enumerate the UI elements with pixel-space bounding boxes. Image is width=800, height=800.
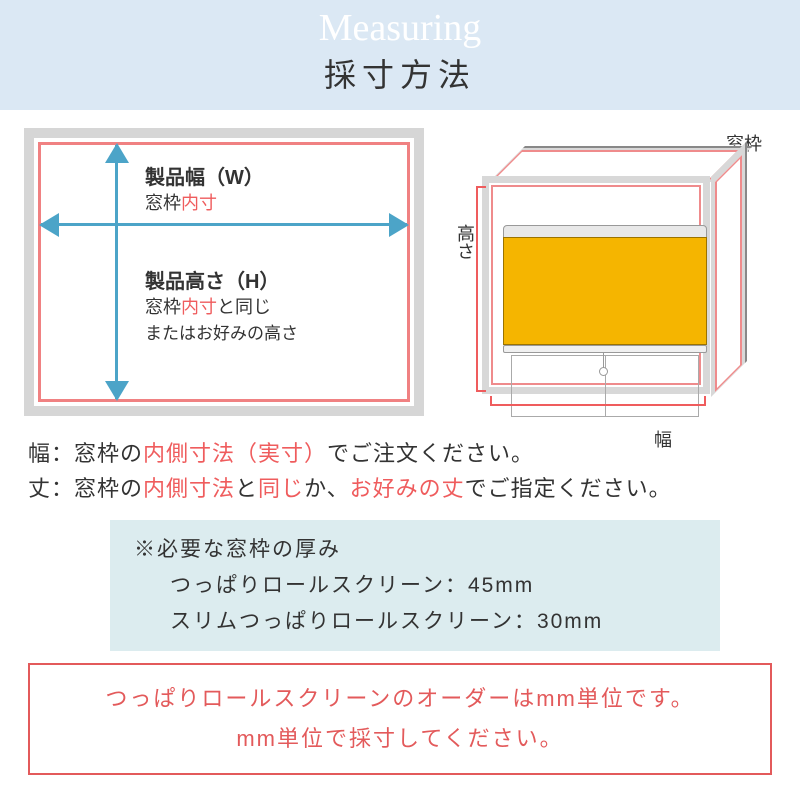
thickness-title: ※必要な窓枠の厚み xyxy=(134,532,696,568)
product-height-sub2: またはお好みの高さ xyxy=(145,319,298,344)
width-arrow-icon xyxy=(41,223,407,226)
frame-side-inner xyxy=(715,155,742,392)
d2-mid1: と xyxy=(235,476,258,501)
product-height-sub: 窓枠内寸と同じ xyxy=(145,293,271,319)
right-window-diagram: 高さ xyxy=(452,146,752,422)
pull-knob-icon xyxy=(599,367,608,376)
h-sub-red: 内寸 xyxy=(181,297,217,317)
d2-red2: 同じ xyxy=(258,476,304,501)
width-bracket-icon xyxy=(490,396,706,406)
width-label: 幅 xyxy=(654,426,672,452)
w-sub-red: 内寸 xyxy=(181,193,217,213)
thickness-line-2: スリムつっぱりロールスクリーン：30mm xyxy=(134,604,696,640)
d2-post: でご指定ください。 xyxy=(465,476,672,501)
mm-notice-box: つっぱりロールスクリーンのオーダーはmm単位です。 mm単位で採寸してください。 xyxy=(28,663,772,774)
h-sub-post: と同じ xyxy=(217,297,271,317)
description-block: 幅：窓枠の内側寸法（実寸）でご注文ください。 丈：窓枠の内側寸法と同じか、お好み… xyxy=(0,426,800,512)
product-width-sub: 窓枠内寸 xyxy=(145,189,217,215)
header-banner: Measuring 採寸方法 xyxy=(0,0,800,110)
product-width-title: 製品幅（W） xyxy=(145,161,264,190)
w-sub-pre: 窓枠 xyxy=(145,193,181,213)
product-height-title: 製品高さ（H） xyxy=(145,265,279,294)
d1-pre: 幅：窓枠の xyxy=(28,441,143,466)
d2-mid2: か、 xyxy=(304,476,350,501)
right-diagram-wrap: 窓枠 高さ 幅 xyxy=(442,128,762,422)
thickness-line-1: つっぱりロールスクリーン：45mm xyxy=(134,568,696,604)
notice-line-2: mm単位で採寸してください。 xyxy=(50,719,750,759)
d2-red3: お好みの丈 xyxy=(350,476,465,501)
h-sub-pre: 窓枠 xyxy=(145,297,181,317)
d1-red: 内側寸法（実寸） xyxy=(143,441,327,466)
roller-fabric-icon xyxy=(503,237,707,345)
thickness-info-box: ※必要な窓枠の厚み つっぱりロールスクリーン：45mm スリムつっぱりロールスク… xyxy=(110,520,720,651)
desc-line-2: 丈：窓枠の内側寸法と同じか、お好みの丈でご指定ください。 xyxy=(28,471,772,506)
d2-red1: 内側寸法 xyxy=(143,476,235,501)
roller-bottom-bar-icon xyxy=(503,345,707,353)
d2-pre: 丈：窓枠の xyxy=(28,476,143,501)
notice-line-1: つっぱりロールスクリーンのオーダーはmm単位です。 xyxy=(50,679,750,719)
height-bracket-icon xyxy=(476,186,486,392)
frame-front-face xyxy=(482,176,710,394)
diagrams-row: 製品幅（W） 窓枠内寸 製品高さ（H） 窓枠内寸と同じ またはお好みの高さ 窓枠… xyxy=(0,110,800,426)
iso-box-icon xyxy=(482,146,752,416)
header-title: 採寸方法 xyxy=(324,50,476,96)
header-script-label: Measuring xyxy=(319,6,482,50)
height-arrow-icon xyxy=(115,145,118,399)
d1-post: でご注文ください。 xyxy=(327,441,534,466)
left-measurement-diagram: 製品幅（W） 窓枠内寸 製品高さ（H） 窓枠内寸と同じ またはお好みの高さ xyxy=(24,128,424,416)
left-inner-frame: 製品幅（W） 窓枠内寸 製品高さ（H） 窓枠内寸と同じ またはお好みの高さ xyxy=(38,142,410,402)
height-label: 高さ xyxy=(452,224,478,260)
window-panes-icon xyxy=(511,355,699,417)
